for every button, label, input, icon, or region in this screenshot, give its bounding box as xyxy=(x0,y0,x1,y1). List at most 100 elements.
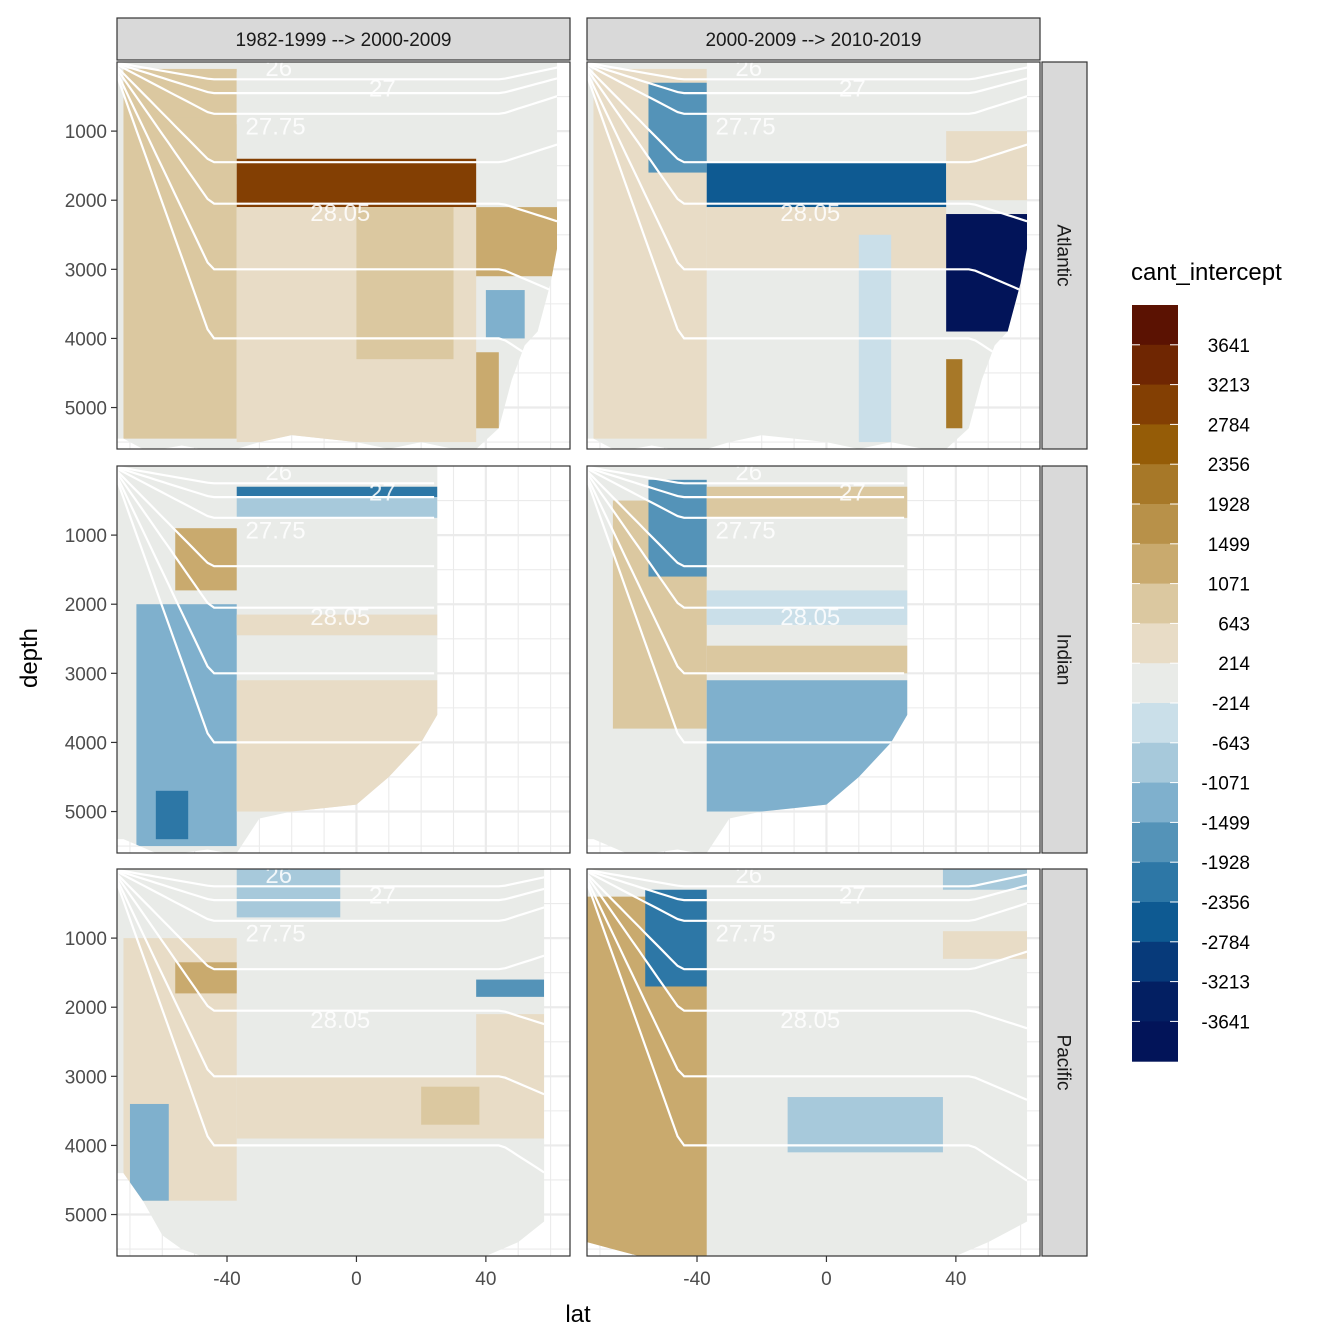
legend-color-step xyxy=(1132,663,1178,704)
isopycnal-label: 27.75 xyxy=(246,114,306,141)
legend-label: 1071 xyxy=(1208,575,1250,596)
isopycnal-line xyxy=(117,466,435,485)
strips-layer: 1982-1999 --> 2000-2009 2000-2009 --> 201… xyxy=(116,17,1088,1257)
legend-color-step xyxy=(1132,1021,1178,1062)
panel-field xyxy=(587,869,1028,1256)
legend-label: -2356 xyxy=(1201,893,1250,914)
x-tick-label: 40 xyxy=(945,1269,966,1290)
isopycnal-line xyxy=(117,875,545,1026)
isopycnal-line xyxy=(587,466,905,499)
field-band xyxy=(236,158,477,208)
y-tick-label: 2000 xyxy=(65,998,107,1019)
isopycnal-contours xyxy=(117,869,545,1174)
field-band xyxy=(787,1097,943,1153)
legend-color-step xyxy=(1132,981,1178,1022)
isopycnal-label: 27.75 xyxy=(716,921,776,948)
column-strip-label: 2000-2009 --> 2010-2019 xyxy=(705,30,921,51)
isopycnal-label: 26 xyxy=(735,862,762,889)
legend-color-step xyxy=(1132,782,1178,823)
legend-label: -3213 xyxy=(1201,973,1250,994)
legend-label: -643 xyxy=(1212,734,1250,755)
field-band xyxy=(236,869,341,918)
isopycnal-line xyxy=(587,875,1028,1030)
isopycnal-line xyxy=(587,470,905,568)
legend-label: 214 xyxy=(1218,654,1250,675)
legend-color-step xyxy=(1132,862,1178,903)
field-band xyxy=(236,1076,545,1139)
row-strip-label: Indian xyxy=(1053,634,1074,686)
field-band xyxy=(476,979,545,997)
legend-label: -1071 xyxy=(1201,774,1250,795)
isopycnal-contours xyxy=(587,869,1028,1182)
isopycnal-line xyxy=(587,869,1028,902)
legend-color-step xyxy=(1132,504,1178,545)
panel-field xyxy=(117,62,558,449)
column-strip: 1982-1999 --> 2000-2009 xyxy=(116,17,571,61)
legend-color-step xyxy=(1132,344,1178,386)
column-strip-label: 1982-1999 --> 2000-2009 xyxy=(235,30,451,51)
y-axis-title: depth xyxy=(16,628,43,688)
legend-label: 3213 xyxy=(1208,376,1250,397)
y-tick-label: 3000 xyxy=(65,664,107,685)
isopycnal-label: 27.75 xyxy=(246,921,306,948)
y-tick-label: 3000 xyxy=(65,1067,107,1088)
field-band xyxy=(476,352,499,429)
isopycnal-label: 27.75 xyxy=(716,518,776,545)
isopycnal-line xyxy=(117,75,558,375)
field-band xyxy=(706,162,947,208)
panel-field xyxy=(587,62,1028,449)
panel-border xyxy=(116,868,571,1257)
legend-labels: 3641 3213 2784 2356 1928 1499 1071 643 214 -214 -6… xyxy=(1201,336,1250,1034)
isopycnal-line xyxy=(117,475,435,675)
legend-color-step xyxy=(1132,583,1178,624)
isopycnal-label: 27 xyxy=(369,480,396,507)
field-band xyxy=(175,528,237,591)
isopycnal-label: 27 xyxy=(369,76,396,103)
isopycnal-line xyxy=(587,71,1028,294)
field-band xyxy=(645,889,707,987)
isopycnal-label: 27 xyxy=(839,883,866,910)
field-band xyxy=(356,207,454,360)
isopycnal-line xyxy=(117,62,558,95)
isopycnal-line xyxy=(587,75,1028,375)
isopycnal-line xyxy=(117,869,545,888)
strip-background xyxy=(586,17,1041,61)
field-band xyxy=(946,359,963,429)
y-tick-label: 5000 xyxy=(65,1206,107,1227)
panel-pacific-1: 26 27 27.75 28.05 xyxy=(116,862,571,1257)
y-tick-label: 2000 xyxy=(65,595,107,616)
legend-label: -3641 xyxy=(1201,1012,1250,1033)
y-tick-label: 1000 xyxy=(65,122,107,143)
isopycnal-line xyxy=(117,878,545,1096)
legend-label: 1928 xyxy=(1208,495,1250,516)
panel-pacific-2: 26 27 27.75 28.05 xyxy=(586,862,1041,1257)
legend-color-step xyxy=(1132,543,1178,585)
panels-layer: 26 27 27.75 28.05 26 27 27.75 28.05 26 27 27.75 28.… xyxy=(116,55,1041,1257)
isopycnal-line xyxy=(587,68,1028,223)
isopycnal-label: 27.75 xyxy=(246,518,306,545)
isopycnal-line xyxy=(587,873,1028,971)
panel-border xyxy=(116,61,571,450)
x-tick-label: -40 xyxy=(213,1269,240,1290)
field-band xyxy=(236,72,477,125)
isopycnal-line xyxy=(587,466,905,485)
legend-color-step xyxy=(1132,384,1178,425)
field-band xyxy=(476,1014,545,1084)
y-tick-label: 1000 xyxy=(65,929,107,950)
isopycnal-line xyxy=(587,63,1028,115)
legend-color-step xyxy=(1132,464,1178,505)
field-band xyxy=(485,290,525,339)
panel-border xyxy=(586,868,1041,1257)
isopycnal-line xyxy=(117,882,545,1174)
legend-label: -1499 xyxy=(1201,813,1250,834)
legend-color-step xyxy=(1132,941,1178,983)
field-band xyxy=(162,117,228,408)
field-band xyxy=(476,207,558,277)
y-tick-label: 5000 xyxy=(65,399,107,420)
isopycnal-line xyxy=(587,66,1028,164)
row-strip-label: Pacific xyxy=(1053,1035,1074,1091)
field-band xyxy=(236,486,438,498)
legend-label: 2784 xyxy=(1208,415,1251,436)
isopycnal-label: 26 xyxy=(265,459,292,486)
